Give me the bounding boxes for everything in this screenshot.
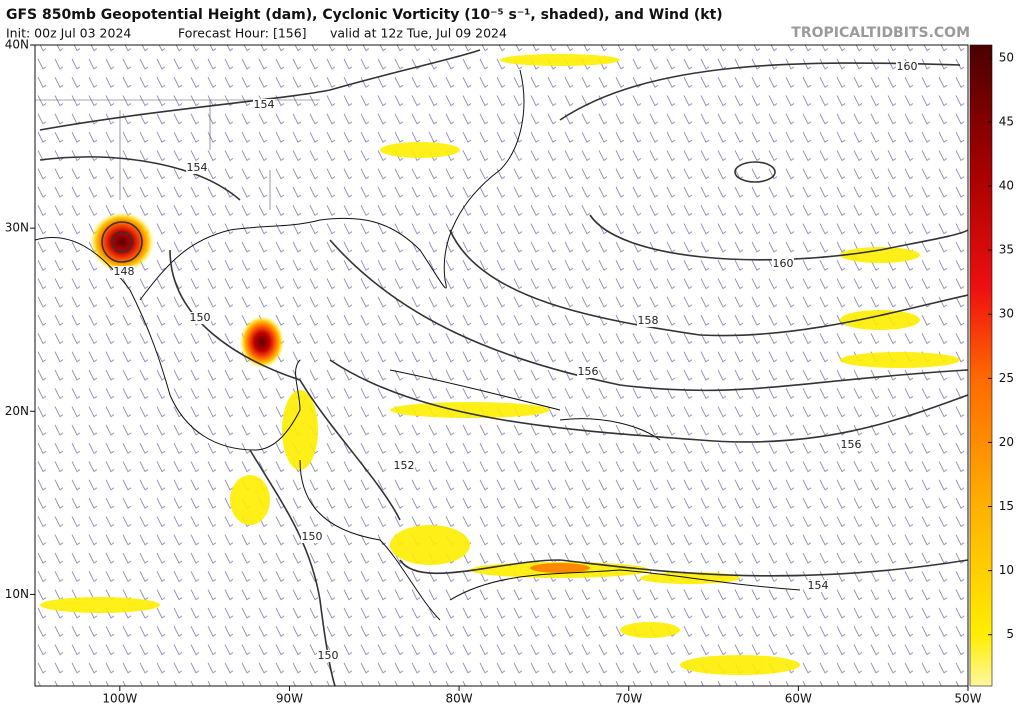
colorbar-tick-label: 45 [999,114,1014,128]
colorbar-tick-label: 25 [999,371,1014,385]
forecast-hour: Forecast Hour: [156] [178,26,307,41]
colorbar-tick-label: 35 [999,243,1014,257]
contour-label-bg [577,366,599,378]
x-tick-label: 80W [446,692,473,706]
colorbar [969,44,993,687]
contour-label: 154 [254,98,275,111]
contour-label: 160 [897,60,918,73]
x-tick-label: 70W [615,692,642,706]
y-tick-label: 20N [5,404,29,418]
colorbar-tick-label: 30 [999,307,1014,321]
colorbar-tick-label: 15 [999,499,1014,513]
x-tick-label: 60W [785,692,812,706]
y-tick-label: 10N [5,587,29,601]
map: 160 154 154 148 150 160 158 156 156 152 150 154 150 [35,45,968,686]
contour-label-bg [637,315,659,327]
contour-label-bg [840,439,862,451]
contour-label-bg [186,162,208,174]
contour-label: 150 [302,530,323,543]
colorbar-tick-label: 5 [1006,627,1014,641]
colorbar-tick-label: 40 [999,179,1014,193]
contour-label: 150 [190,311,211,324]
contour-label-bg [772,258,794,270]
init: Init: 00z Jul 03 2024 [6,26,131,41]
contour-label: 158 [638,314,659,327]
title: GFS 850mb Geopotential Height (dam), Cyc… [6,7,723,23]
contour-label-bg [393,460,415,472]
valid-time: valid at 12z Tue, Jul 09 2024 [330,26,507,41]
contour-label-bg [301,531,323,543]
contour-label: 160 [773,257,794,270]
x-tick-label: 100W [102,692,137,706]
contour-label: 156 [841,438,862,451]
x-tick-label: 90W [276,692,303,706]
source: TROPICALTIDBITS.COM [791,25,970,41]
contour-label-bg [896,61,918,73]
contour-label-bg [113,266,135,278]
colorbar-tick-label: 10 [999,563,1014,577]
y-tick-label: 40N [5,38,29,52]
x-tick-label: 50W [954,692,981,706]
contour-label: 154 [808,579,829,592]
contour-label: 154 [187,161,208,174]
contour-label: 148 [114,265,135,278]
contour-label: 156 [578,365,599,378]
contour-label: 150 [318,649,339,662]
colorbar-tick-label: 20 [999,435,1014,449]
height-contours [39,49,968,686]
contour-label-bg [189,312,211,324]
coastlines [35,69,801,621]
contour-label-bg [807,580,829,592]
y-tick-label: 30N [5,221,29,235]
contour-label-bg [253,99,275,111]
contour-label-bg [317,650,339,662]
colorbar-tick-label: 50 [999,50,1014,64]
contour-label: 152 [394,459,415,472]
